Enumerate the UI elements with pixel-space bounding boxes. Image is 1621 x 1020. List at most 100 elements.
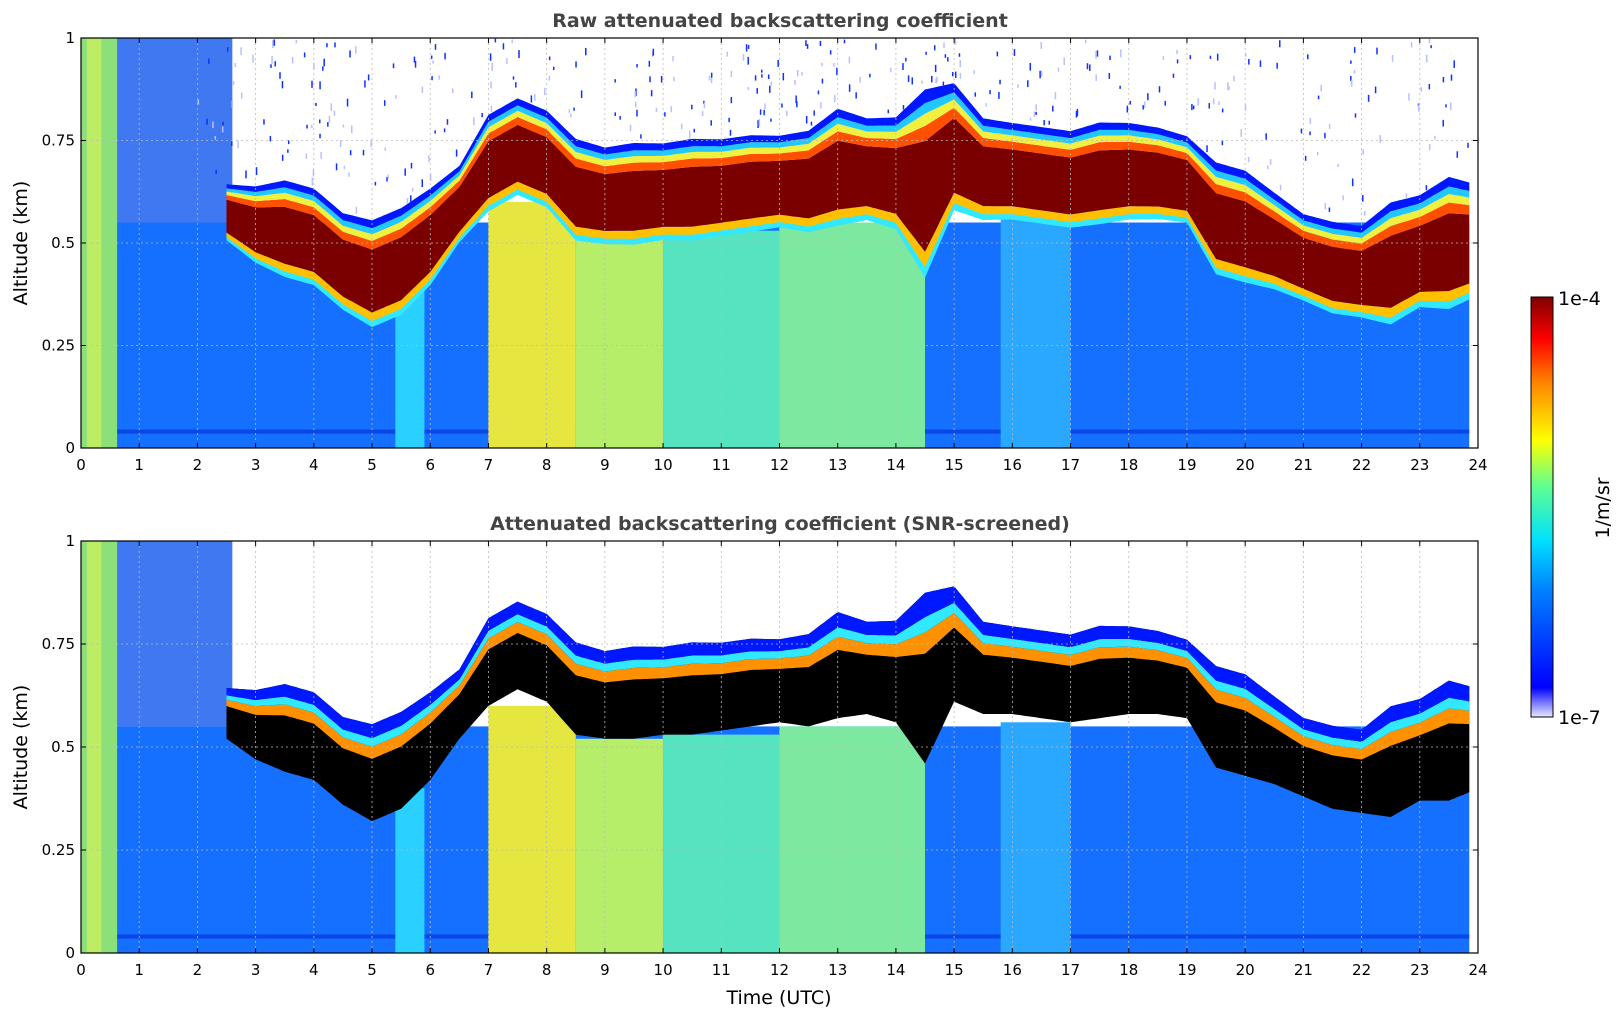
- noise-dot: [327, 122, 329, 127]
- screened-backscatter-grid: [81, 541, 1478, 953]
- noise-dot: [295, 40, 298, 44]
- noise-dot: [255, 167, 258, 175]
- screened-early-peak-signal: [86, 541, 102, 953]
- raw-backscatter-plot-area: [81, 38, 1470, 448]
- noise-dot: [1353, 47, 1356, 53]
- panel2-title: Attenuated backscattering coefficient (S…: [490, 513, 1070, 535]
- raw-xtick-label: 18: [1119, 456, 1138, 474]
- noise-dot: [430, 55, 433, 59]
- noise-dot: [1176, 59, 1179, 64]
- noise-dot: [691, 104, 693, 110]
- raw-xtick-label: 10: [654, 456, 673, 474]
- noise-dot: [281, 154, 284, 161]
- noise-dot: [761, 74, 763, 78]
- noise-dot: [1269, 159, 1272, 165]
- noise-dot: [769, 85, 771, 93]
- noise-dot: [355, 206, 358, 214]
- raw-xtick-label: 3: [251, 456, 261, 474]
- noise-dot: [305, 153, 308, 159]
- noise-dot: [1206, 145, 1208, 153]
- noise-dot: [974, 92, 977, 97]
- noise-dot: [339, 140, 342, 147]
- noise-dot: [619, 116, 621, 120]
- noise-dot: [701, 110, 704, 116]
- raw-xtick-label: 12: [770, 456, 789, 474]
- noise-dot: [1324, 132, 1326, 139]
- raw-wet-period-6: [1000, 218, 1071, 448]
- noise-dot: [1434, 135, 1436, 140]
- noise-dot: [989, 90, 991, 95]
- raw-xtick-label: 15: [945, 456, 964, 474]
- noise-dot: [1075, 110, 1078, 118]
- screened-xtick-label: 14: [886, 961, 905, 979]
- noise-dot: [1109, 55, 1111, 60]
- noise-dot: [548, 56, 551, 61]
- noise-dot: [819, 40, 822, 47]
- noise-dot: [869, 73, 871, 78]
- noise-dot: [1162, 56, 1165, 60]
- noise-dot: [273, 39, 276, 46]
- noise-dot: [985, 103, 987, 107]
- noise-dot: [935, 78, 937, 84]
- noise-dot: [817, 90, 820, 95]
- noise-dot: [730, 96, 733, 104]
- noise-dot: [806, 44, 809, 49]
- raw-wet-period-3: [575, 234, 664, 448]
- noise-dot: [444, 52, 446, 60]
- noise-dot: [237, 140, 239, 149]
- noise-dot: [947, 57, 949, 62]
- noise-dot: [1048, 120, 1050, 125]
- noise-dot: [785, 110, 788, 117]
- noise-dot: [794, 80, 796, 85]
- screened-xtick-label: 1: [134, 961, 144, 979]
- noise-dot: [1228, 86, 1230, 90]
- noise-dot: [404, 168, 406, 176]
- noise-dot: [313, 62, 315, 70]
- noise-dot: [1029, 62, 1032, 71]
- noise-dot: [512, 76, 515, 80]
- raw-cloud-band-7: [226, 83, 1470, 233]
- noise-dot: [836, 67, 838, 76]
- noise-dot: [1426, 54, 1428, 63]
- screened-wet-period-5: [779, 726, 926, 953]
- noise-dot: [889, 67, 892, 73]
- raw-cloud-band-4: [226, 107, 1470, 251]
- noise-dot: [1267, 165, 1269, 170]
- noise-dot: [410, 162, 413, 169]
- raw-xtick-label: 17: [1061, 456, 1080, 474]
- raw-backscatter-ticks: 0 1 2 3 4 5 6 7 8 9 10 11 12 13 14 15 16 17 18 19 20 21 22 23 24…: [42, 29, 1488, 474]
- noise-dot: [1350, 79, 1353, 87]
- screened-ytick-label: 0.75: [42, 635, 75, 653]
- noise-dot: [672, 56, 674, 62]
- noise-dot: [303, 52, 306, 58]
- screened-xtick-label: 19: [1177, 961, 1196, 979]
- noise-dot: [443, 128, 446, 133]
- noise-dot: [649, 76, 651, 83]
- noise-dot: [764, 103, 766, 110]
- noise-dot: [1119, 85, 1121, 89]
- noise-dot: [1354, 113, 1357, 118]
- noise-dot: [1017, 84, 1019, 88]
- noise-dot: [544, 87, 546, 96]
- noise-dot: [936, 76, 938, 83]
- noise-dot: [1367, 94, 1370, 102]
- raw-xtick-label: 14: [886, 456, 905, 474]
- noise-dot: [432, 60, 434, 64]
- noise-dot: [234, 62, 237, 68]
- noise-dot: [805, 40, 807, 47]
- noise-dot: [1309, 131, 1311, 136]
- noise-dot: [673, 77, 675, 82]
- noise-dot: [319, 119, 321, 124]
- noise-dot: [1108, 72, 1111, 79]
- noise-dot: [747, 45, 750, 49]
- panel1-title: Raw attenuated backscattering coefficien…: [552, 10, 1008, 32]
- noise-dot: [770, 81, 773, 86]
- noise-dot: [343, 165, 346, 170]
- noise-dot: [534, 93, 536, 101]
- noise-dot: [585, 47, 587, 56]
- noise-dot: [322, 66, 324, 71]
- noise-dot: [263, 119, 265, 125]
- noise-dot: [728, 117, 730, 123]
- noise-dot: [959, 72, 962, 79]
